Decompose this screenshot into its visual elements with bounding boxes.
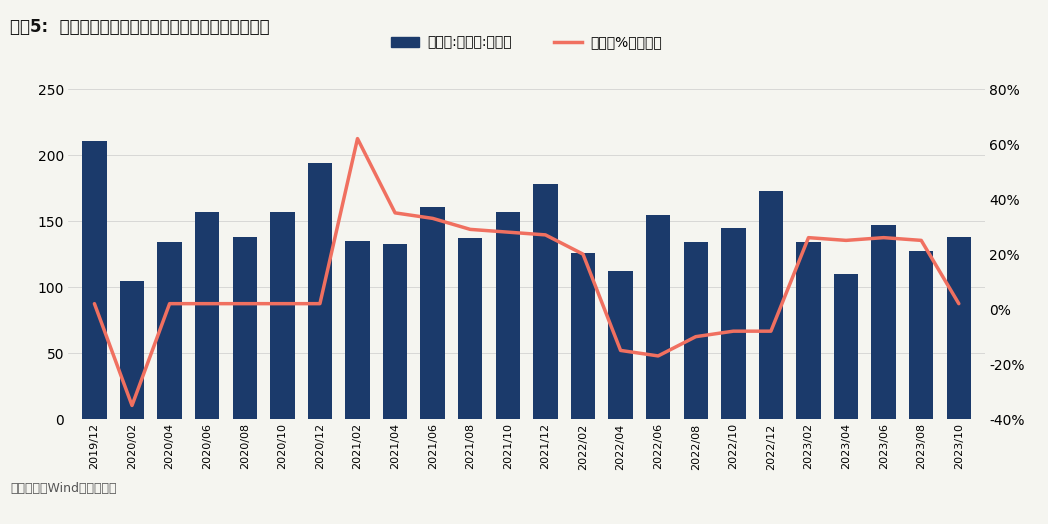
Bar: [119, 280, 145, 419]
Text: 图表5:  家具类零售额当月值及同比增速（单位：亿元）: 图表5: 家具类零售额当月值及同比增速（单位：亿元）: [10, 18, 270, 36]
Bar: [683, 242, 708, 419]
Legend: 零售额:家具类:当月值, 同比（%，右轴）: 零售额:家具类:当月值, 同比（%，右轴）: [386, 30, 668, 55]
Bar: [270, 212, 294, 419]
Bar: [721, 228, 745, 419]
Bar: [571, 253, 595, 419]
Bar: [909, 252, 934, 419]
Bar: [496, 212, 520, 419]
Bar: [308, 163, 332, 419]
Bar: [796, 242, 821, 419]
Bar: [608, 271, 633, 419]
Bar: [195, 212, 219, 419]
Bar: [233, 237, 257, 419]
Bar: [946, 237, 971, 419]
Bar: [458, 238, 482, 419]
Bar: [82, 140, 107, 419]
Bar: [759, 191, 783, 419]
Bar: [834, 274, 858, 419]
Bar: [157, 242, 181, 419]
Bar: [420, 206, 445, 419]
Bar: [345, 241, 370, 419]
Text: 资料来源：Wind，华泰研究: 资料来源：Wind，华泰研究: [10, 482, 117, 495]
Bar: [646, 214, 671, 419]
Bar: [533, 184, 558, 419]
Bar: [872, 225, 896, 419]
Bar: [383, 244, 408, 419]
